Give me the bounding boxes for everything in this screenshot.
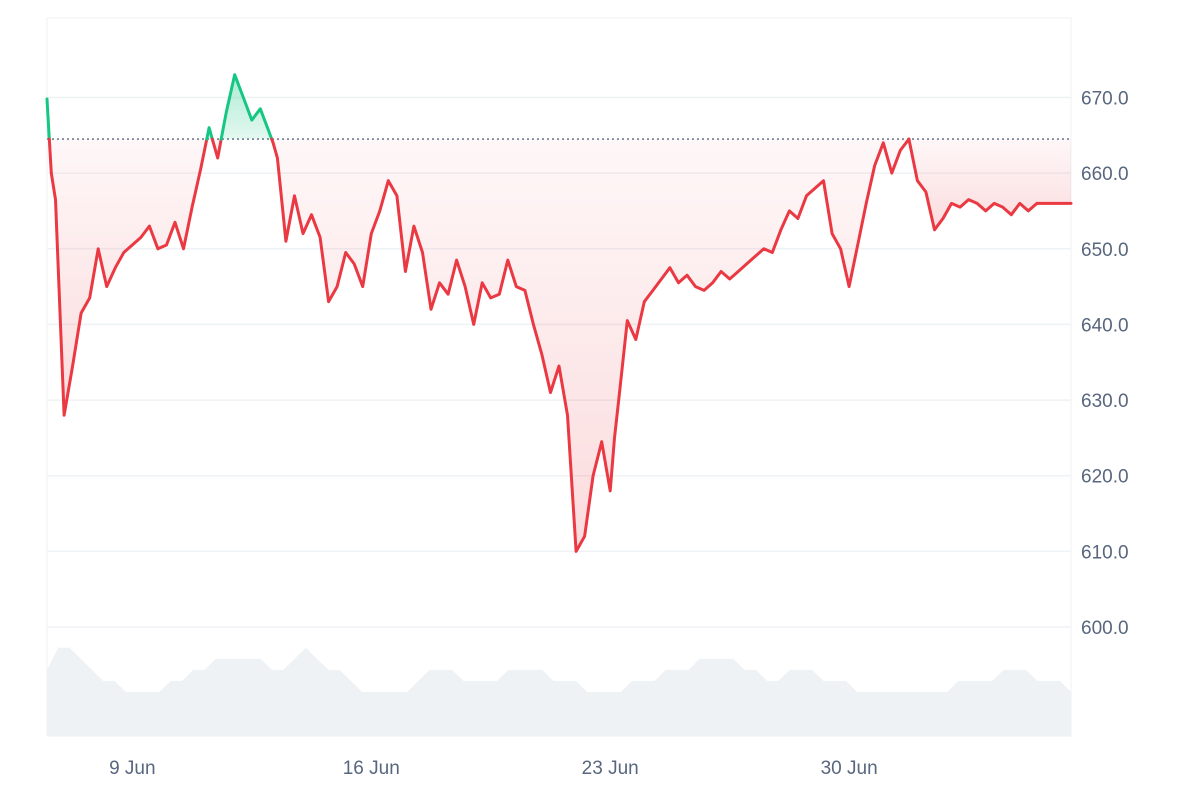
y-tick-label: 650.0 [1081, 240, 1129, 261]
y-axis-labels: 600.0 610.0 620.0 630.0 640.0 650.0 660.0 670.0 [1081, 88, 1129, 639]
x-tick-label: 30 Jun [821, 758, 878, 779]
volume-area [47, 647, 1071, 736]
price-line-down-segment [210, 137, 223, 160]
x-tick-label: 16 Jun [343, 758, 400, 779]
plot-frame [46, 17, 1072, 737]
price-fill-below-baseline [49, 139, 207, 416]
volume-area-shape [47, 647, 1071, 736]
price-line-down-segment [47, 137, 209, 417]
y-tick-label: 630.0 [1081, 391, 1129, 412]
y-tick-label: 670.0 [1081, 88, 1129, 109]
price-line-down-segment [907, 137, 1073, 232]
price-line-up-segment [45, 97, 51, 141]
x-tick-label: 9 Jun [109, 758, 155, 779]
y-tick-label: 660.0 [1081, 164, 1129, 185]
price-line-up-segment [219, 73, 274, 141]
price-fill-below-baseline [271, 139, 909, 552]
y-tick-label: 620.0 [1081, 467, 1129, 488]
y-tick-label: 600.0 [1081, 618, 1129, 639]
y-tick-label: 640.0 [1081, 315, 1129, 336]
y-tick-label: 610.0 [1081, 542, 1129, 563]
price-line-up-segment [205, 126, 214, 141]
x-tick-label: 23 Jun [582, 758, 639, 779]
price-line-down-segment [270, 137, 911, 553]
price-line [45, 73, 1073, 553]
x-axis-labels: 9 Jun 16 Jun 23 Jun 30 Jun [109, 758, 878, 779]
